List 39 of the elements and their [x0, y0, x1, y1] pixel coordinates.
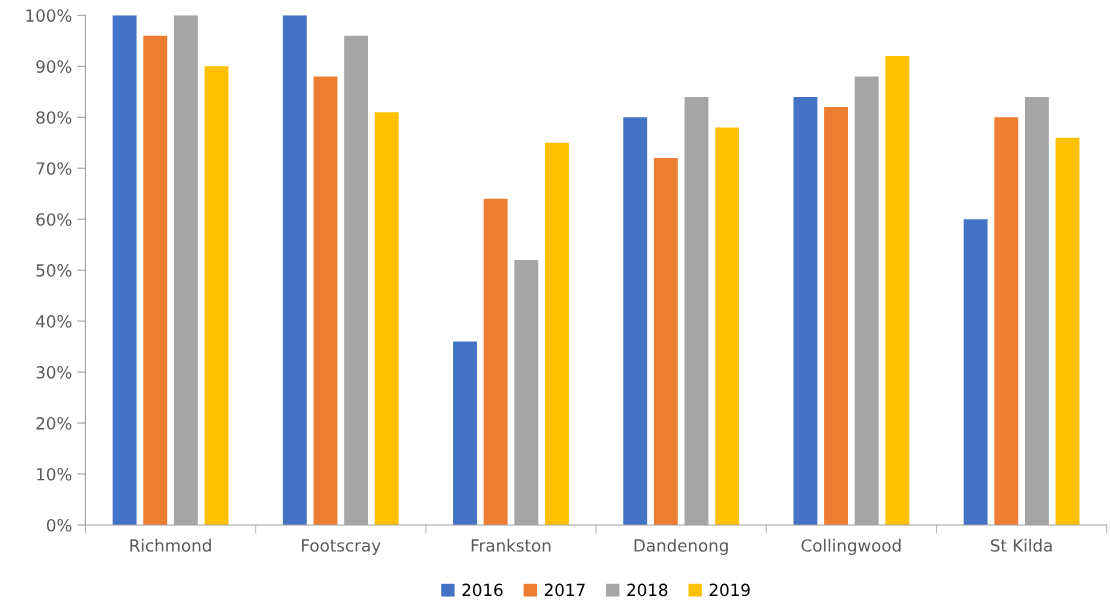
bar — [793, 96, 818, 525]
bar — [824, 107, 848, 525]
y-tick-label: 10% — [37, 467, 72, 481]
x-tick-label: Dandenong — [634, 538, 728, 555]
bar — [994, 117, 1019, 525]
y-tick-label: 100% — [26, 9, 72, 22]
bar — [143, 35, 168, 525]
y-tick-label: 90% — [36, 60, 72, 73]
bar — [715, 127, 740, 525]
x-tick-label: Footscray — [302, 539, 381, 555]
x-tick-label: Collingwood — [801, 538, 901, 555]
bar — [282, 15, 307, 525]
y-tick-label: 50% — [36, 264, 72, 277]
x-tick-label: Richmond — [130, 538, 211, 552]
bar — [374, 112, 399, 525]
bar — [313, 76, 338, 525]
legend-label: 2017 — [544, 583, 585, 597]
bar — [963, 219, 988, 525]
y-tick-label: 70% — [36, 162, 72, 175]
bar — [483, 198, 508, 525]
y-tick-label: 20% — [36, 417, 72, 430]
legend-label: 2019 — [709, 583, 750, 597]
y-tick-label: 40% — [36, 315, 72, 328]
x-tick-label: St Kilda — [990, 538, 1052, 552]
legend-label: 2018 — [627, 583, 668, 597]
bar — [653, 158, 678, 525]
bar — [112, 15, 137, 525]
bar — [453, 341, 477, 525]
bar — [623, 117, 648, 525]
y-tick-label: 0% — [46, 518, 72, 532]
y-tick-label: 60% — [36, 213, 72, 226]
bar — [1055, 137, 1080, 525]
bar — [204, 66, 229, 525]
bar — [544, 142, 569, 525]
legend-label: 2016 — [462, 583, 503, 597]
bar — [885, 56, 910, 525]
x-tick-label: Frankston — [471, 538, 551, 552]
y-tick-label: 30% — [36, 366, 72, 379]
y-tick-label: 80% — [36, 111, 72, 124]
